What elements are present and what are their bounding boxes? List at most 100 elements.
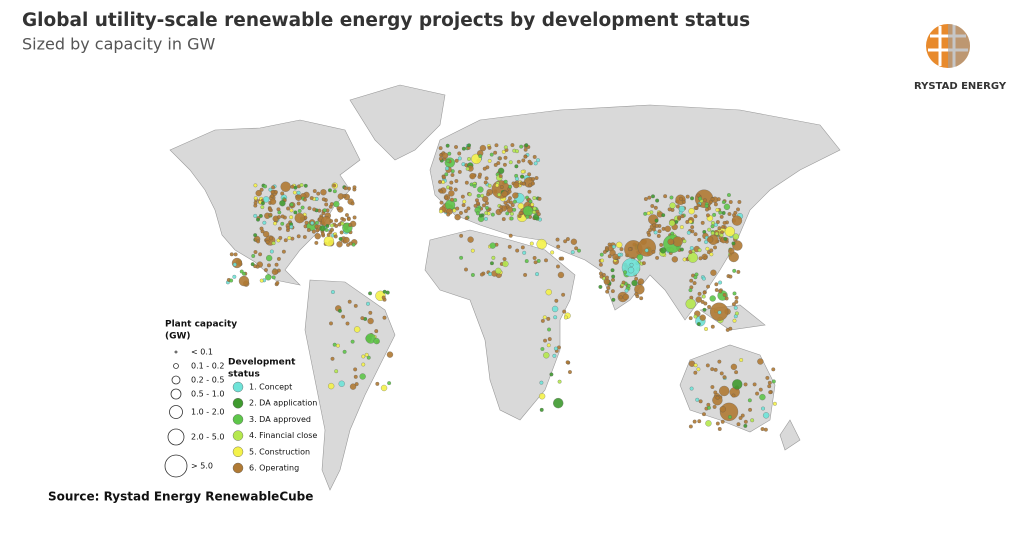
project-bubble: [643, 211, 648, 216]
project-bubble: [467, 192, 472, 197]
project-bubble: [605, 289, 610, 294]
project-bubble: [523, 154, 528, 159]
project-bubble: [450, 173, 455, 177]
project-bubble: [536, 238, 547, 250]
project-bubble: [717, 310, 722, 315]
project-bubble: [459, 210, 463, 215]
project-bubble: [696, 203, 701, 208]
project-bubble: [727, 212, 732, 216]
project-bubble: [333, 234, 338, 239]
size-legend-symbol: [170, 388, 182, 400]
project-bubble: [251, 254, 256, 258]
project-bubble: [303, 183, 308, 188]
project-bubble: [498, 156, 502, 161]
project-bubble: [696, 193, 701, 198]
project-bubble: [505, 211, 510, 216]
project-bubble: [287, 236, 292, 240]
project-bubble: [707, 405, 711, 410]
project-bubble: [457, 169, 462, 174]
project-bubble: [758, 387, 763, 392]
project-bubble: [720, 419, 725, 424]
project-bubble: [493, 150, 498, 155]
project-bubble: [525, 214, 530, 219]
project-bubble: [256, 239, 261, 244]
project-bubble: [531, 177, 536, 182]
project-bubble: [617, 252, 622, 257]
project-bubble: [312, 189, 317, 193]
project-bubble: [713, 245, 717, 250]
project-bubble: [715, 220, 720, 224]
project-bubble: [490, 212, 495, 217]
project-bubble: [527, 159, 532, 164]
project-bubble: [314, 240, 319, 245]
project-bubble: [503, 145, 508, 150]
size-legend-symbol: [171, 375, 181, 385]
project-bubble: [438, 146, 443, 151]
project-bubble: [267, 263, 271, 268]
project-bubble: [598, 284, 603, 289]
project-bubble: [651, 194, 655, 199]
project-bubble: [441, 175, 446, 180]
project-bubble: [734, 311, 739, 316]
project-bubble: [278, 235, 283, 240]
status-legend-title: status: [228, 370, 260, 380]
project-bubble: [444, 172, 449, 177]
project-bubble: [439, 200, 444, 205]
status-legend-symbol: [232, 462, 244, 474]
project-bubble: [688, 288, 693, 293]
project-bubble: [478, 172, 482, 177]
project-bubble: [624, 288, 629, 293]
project-bubble: [636, 254, 644, 261]
project-bubble: [314, 224, 319, 229]
project-bubble: [654, 223, 659, 228]
logo-text: RYSTAD ENERGY: [914, 81, 1007, 92]
project-bubble: [238, 275, 250, 287]
project-bubble: [297, 208, 302, 213]
project-bubble: [280, 181, 291, 192]
project-bubble: [709, 252, 714, 257]
project-bubble: [343, 186, 348, 191]
project-bubble: [696, 322, 701, 326]
project-bubble: [514, 164, 519, 169]
project-bubble: [654, 218, 659, 223]
project-bubble: [610, 268, 615, 273]
project-bubble: [496, 161, 501, 166]
project-bubble: [493, 163, 498, 167]
project-bubble: [685, 298, 696, 309]
project-bubble: [302, 235, 307, 239]
project-bubble: [457, 151, 462, 156]
project-bubble: [454, 158, 459, 163]
project-bubble: [521, 158, 526, 163]
project-bubble: [484, 216, 488, 221]
project-bubble: [531, 181, 535, 186]
project-bubble: [516, 159, 521, 164]
project-bubble: [374, 329, 379, 334]
project-bubble: [448, 186, 453, 191]
project-bubble: [327, 382, 335, 390]
project-bubble: [728, 274, 733, 279]
project-bubble: [270, 194, 275, 199]
project-bubble: [483, 180, 488, 185]
project-bubble: [515, 149, 519, 154]
project-bubble: [634, 276, 639, 281]
project-bubble: [449, 180, 454, 185]
project-bubble: [350, 201, 355, 206]
project-bubble: [464, 180, 469, 185]
project-bubble: [543, 338, 548, 343]
project-bubble: [445, 143, 450, 148]
project-bubble: [438, 156, 443, 161]
project-bubble: [667, 238, 674, 245]
source: Source: Rystad Energy RenewableCube: [48, 490, 313, 504]
project-bubble: [538, 393, 546, 400]
project-bubble: [743, 382, 748, 387]
project-bubble: [707, 304, 712, 309]
project-bubble: [672, 236, 683, 247]
project-bubble: [233, 252, 238, 257]
project-bubble: [260, 205, 265, 210]
project-bubble: [712, 404, 717, 409]
world-map: [169, 84, 841, 491]
project-bubble: [529, 241, 534, 246]
project-bubble: [712, 395, 723, 406]
project-bubble: [346, 242, 350, 247]
project-bubble: [510, 143, 515, 148]
